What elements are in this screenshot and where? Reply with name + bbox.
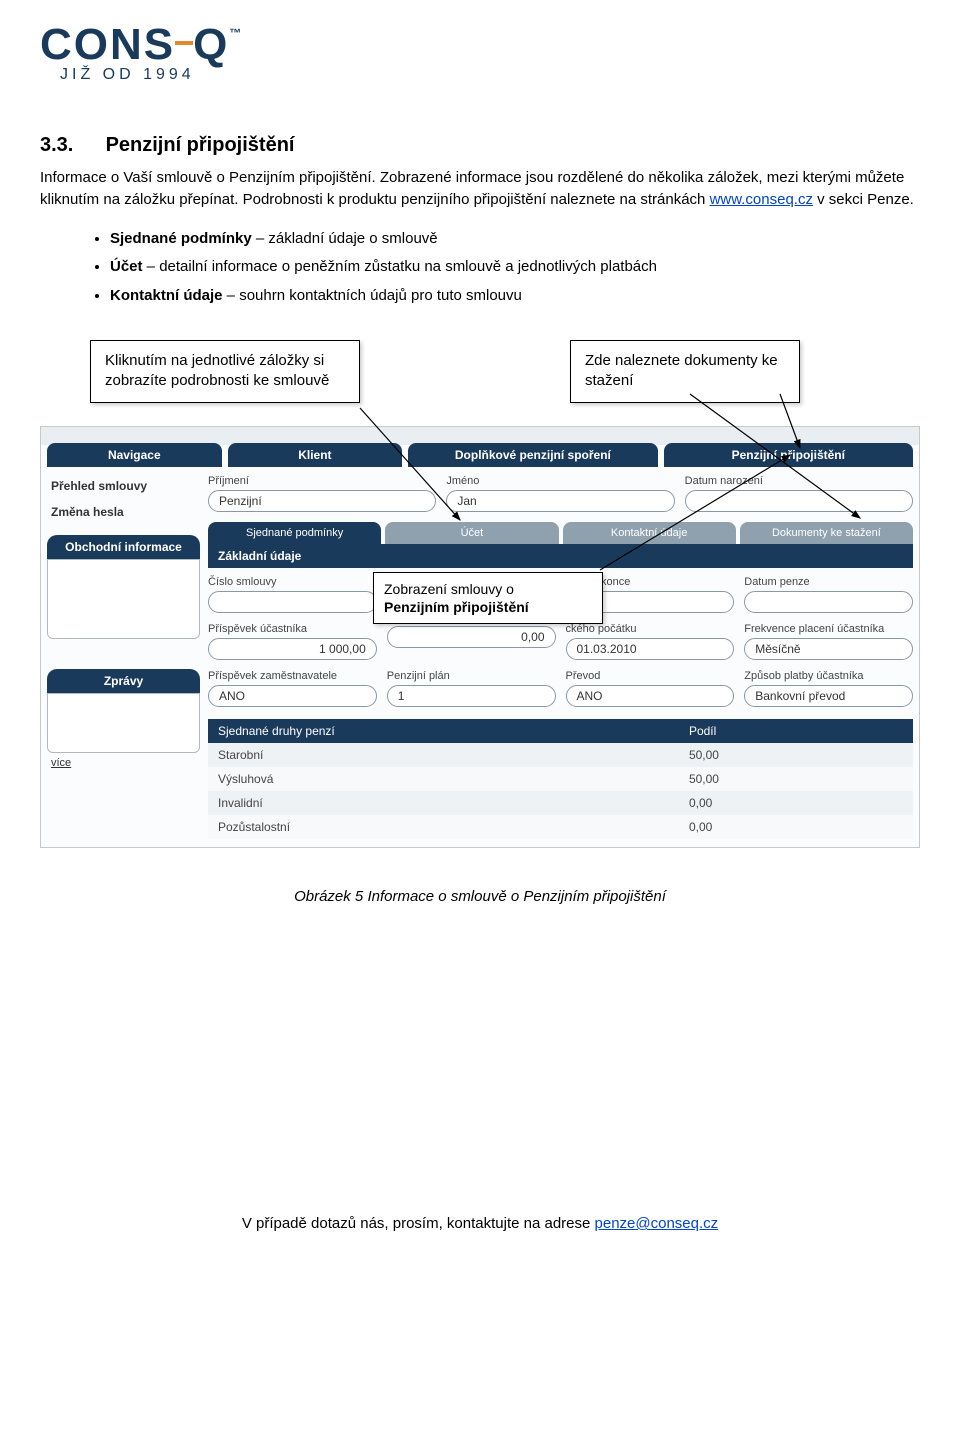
cell-val: 0,00	[689, 796, 903, 810]
para1b: v sekci Penze.	[813, 191, 914, 208]
intro-paragraph: Informace o Vaší smlouvě o Penzijním při…	[40, 167, 920, 211]
sidebar-box-obchodni	[47, 559, 200, 639]
callout-row: Kliknutím na jednotlivé záložky si zobra…	[40, 340, 920, 420]
bullet-item: Účet – detailní informace o peněžním zůs…	[110, 253, 920, 282]
app-screenshot: Navigace Klient Doplňkové penzijní spoře…	[40, 426, 920, 848]
bullet-item: Kontaktní údaje – souhrn kontaktních úda…	[110, 282, 920, 311]
table-head: Sjednané druhy penzí Podíl	[208, 719, 913, 743]
callout-tabs: Kliknutím na jednotlivé záložky si zobra…	[90, 340, 360, 403]
tab-klient[interactable]: Klient	[228, 443, 403, 467]
field-prevod[interactable]: ANO	[566, 685, 735, 707]
label-datum-narozeni: Datum narození	[685, 475, 913, 487]
field-prispevek-ucastnika[interactable]: 1 000,00	[208, 638, 377, 660]
conseq-link[interactable]: www.conseq.cz	[710, 191, 813, 208]
tab-navigace[interactable]: Navigace	[47, 443, 222, 467]
subtab-kontaktni[interactable]: Kontaktní údaje	[563, 522, 736, 544]
cell-name: Pozůstalostní	[218, 820, 689, 834]
subtab-ucet[interactable]: Účet	[385, 522, 558, 544]
subtab-sjednane[interactable]: Sjednané podmínky	[208, 522, 381, 544]
label-prispevek-ucastnika: Příspěvek účastníka	[208, 623, 377, 635]
section-zakladni-udaje: Základní údaje	[208, 544, 913, 568]
sidebar: Přehled smlouvy Změna hesla Obchodní inf…	[41, 467, 206, 847]
main-area: Příjmení Penzijní Jméno Jan Datum naroze…	[206, 467, 919, 847]
bullet-rest: – detailní informace o peněžním zůstatku…	[143, 258, 657, 275]
callout-mid-line1: Zobrazení smlouvy o	[384, 581, 514, 597]
table-row: Starobní50,00	[208, 743, 913, 767]
cell-name: Starobní	[218, 748, 689, 762]
sidebar-more-link[interactable]: více	[47, 753, 200, 773]
label-frekvence: Frekvence placení účastníka	[744, 623, 913, 635]
sidebar-box-zpravy	[47, 693, 200, 753]
figure-caption: Obrázek 5 Informace o smlouvě o Penzijní…	[40, 888, 920, 905]
sidebar-head-zpravy: Zprávy	[47, 669, 200, 693]
cell-name: Výsluhová	[218, 772, 689, 786]
footer-text: V případě dotazů nás, prosím, kontaktujt…	[242, 1215, 595, 1232]
th-podil: Podíl	[689, 724, 903, 738]
cell-val: 50,00	[689, 748, 903, 762]
field-zpusob-platby[interactable]: Bankovní převod	[744, 685, 913, 707]
cell-val: 50,00	[689, 772, 903, 786]
table-row: Invalidní0,00	[208, 791, 913, 815]
field-prijmeni[interactable]: Penzijní	[208, 490, 436, 512]
field-penzijni-plan[interactable]: 1	[387, 685, 556, 707]
logo-word: CONS Q™	[40, 20, 243, 70]
callout-zobrazeni: Zobrazení smlouvy o Penzijním připojiště…	[373, 572, 603, 624]
label-penzijni-plan: Penzijní plán	[387, 670, 556, 682]
label-zpusob-platby: Způsob platby účastníka	[744, 670, 913, 682]
footer-email-link[interactable]: penze@conseq.cz	[595, 1215, 719, 1232]
bullet-rest: – základní údaje o smlouvě	[252, 230, 438, 247]
label-prevod: Převod	[566, 670, 735, 682]
heading-title: Penzijní připojištění	[106, 134, 295, 156]
field-datum-penze[interactable]	[744, 591, 913, 613]
field-jmeno[interactable]: Jan	[446, 490, 674, 512]
bullet-bold: Sjednané podmínky	[110, 230, 252, 247]
sidebar-item-prehled[interactable]: Přehled smlouvy	[47, 473, 200, 499]
callout-documents: Zde naleznete dokumenty ke stažení	[570, 340, 800, 403]
label-datum-penze: Datum penze	[744, 576, 913, 588]
bullet-rest: – souhrn kontaktních údajů pro tuto smlo…	[223, 287, 522, 304]
cell-val: 0,00	[689, 820, 903, 834]
callout-mid-line2: Penzijním připojištění	[384, 599, 529, 615]
bullet-bold: Účet	[110, 258, 143, 275]
logo: CONSQ™ JIŽ OD 1994	[40, 20, 920, 84]
field-datum-narozeni[interactable]	[685, 490, 913, 512]
table-row: Výsluhová50,00	[208, 767, 913, 791]
label-prijmeni: Příjmení	[208, 475, 436, 487]
logo-tm: ™	[229, 26, 243, 40]
label-cislo-smlouvy: Číslo smlouvy	[208, 576, 377, 588]
field-prispevek-zamestnavatele[interactable]: ANO	[208, 685, 377, 707]
field-cislo-smlouvy[interactable]	[208, 591, 377, 613]
footer: V případě dotazů nás, prosím, kontaktujt…	[40, 1215, 920, 1232]
field-pocatek[interactable]: 01.03.2010	[566, 638, 735, 660]
logo-part2: Q	[193, 20, 229, 69]
logo-part1: CONS	[40, 20, 175, 69]
bullet-item: Sjednané podmínky – základní údaje o sml…	[110, 225, 920, 254]
main-tabs: Navigace Klient Doplňkové penzijní spoře…	[41, 443, 919, 467]
section-heading: 3.3. Penzijní připojištění	[40, 134, 920, 157]
logo-orange-bar	[175, 41, 193, 45]
sidebar-item-zmena-hesla[interactable]: Změna hesla	[47, 499, 200, 525]
table-row: Pozůstalostní0,00	[208, 815, 913, 839]
label-prispevek-zamestnavatele: Příspěvek zaměstnavatele	[208, 670, 377, 682]
tab-doplnkove[interactable]: Doplňkové penzijní spoření	[408, 443, 657, 467]
field-blank[interactable]: 0,00	[387, 626, 556, 648]
th-druhy: Sjednané druhy penzí	[218, 724, 689, 738]
bullet-bold: Kontaktní údaje	[110, 287, 223, 304]
heading-number: 3.3.	[40, 134, 100, 157]
sidebar-head-obchodni: Obchodní informace	[47, 535, 200, 559]
bullet-list: Sjednané podmínky – základní údaje o sml…	[110, 225, 920, 311]
tab-penzijni[interactable]: Penzijní připojištění	[664, 443, 913, 467]
label-pocatek: ckého počátku	[566, 623, 735, 635]
subtab-dokumenty[interactable]: Dokumenty ke stažení	[740, 522, 913, 544]
field-frekvence[interactable]: Měsíčně	[744, 638, 913, 660]
subtabs: Sjednané podmínky Účet Kontaktní údaje D…	[208, 522, 913, 544]
label-jmeno: Jméno	[446, 475, 674, 487]
cell-name: Invalidní	[218, 796, 689, 810]
